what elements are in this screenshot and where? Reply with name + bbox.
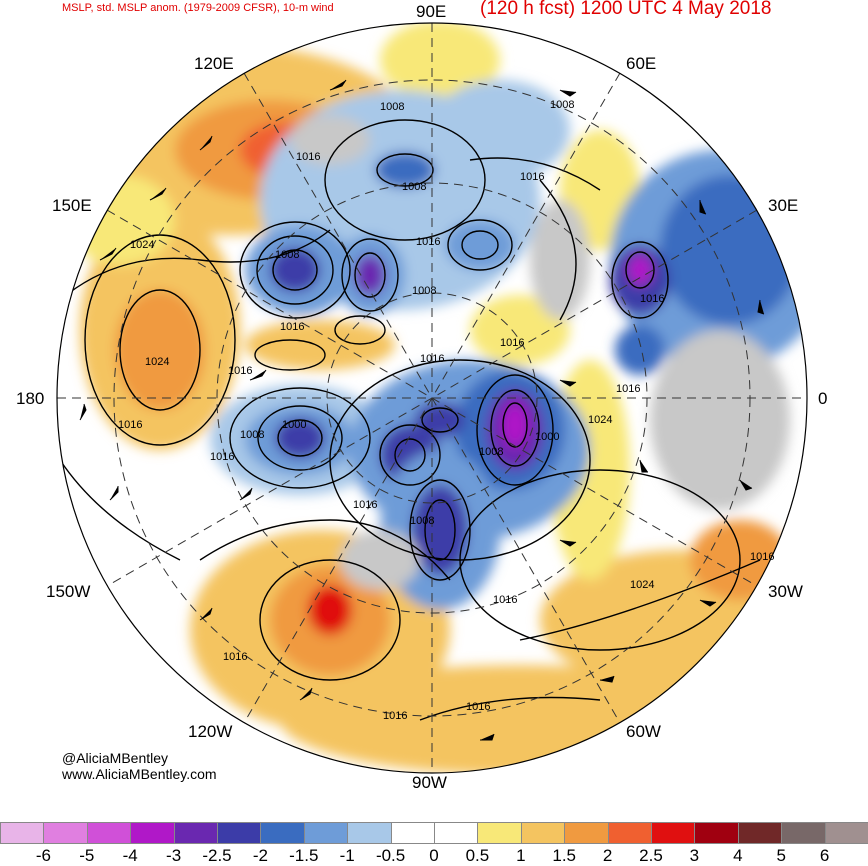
isobar-label: 1024	[630, 579, 654, 591]
isobar-label: 1016	[750, 551, 774, 563]
isobar-label: 1016	[520, 171, 544, 183]
lon-label-60w: 60W	[626, 722, 661, 741]
isobar-label: 1016	[500, 337, 524, 349]
isobar-label: 1008	[412, 285, 436, 297]
isobar-label: 1016	[228, 365, 252, 377]
isobar-label: 1000	[282, 419, 306, 431]
lon-label-90e: 90E	[416, 2, 447, 21]
lon-label-150w: 150W	[46, 582, 91, 601]
isobar-label: 1016	[223, 651, 247, 663]
colorbar-tick-label: 4	[733, 846, 743, 865]
lon-label-180: 180	[16, 389, 45, 408]
colorbar-tick-label: -2	[252, 846, 268, 865]
map-title-left: MSLP, std. MSLP anom. (1979-2009 CFSR), …	[62, 2, 334, 14]
colorbar-tick-label: -0.5	[375, 846, 406, 865]
colorbar-swatch	[43, 822, 88, 844]
isobar-label: 1016	[118, 419, 142, 431]
isobar-label: 1008	[380, 101, 404, 113]
colorbar-tick-label: 0	[429, 846, 439, 865]
colorbar-swatch	[260, 822, 305, 844]
isobar-label: 1016	[383, 710, 407, 722]
lon-label-90w: 90W	[412, 773, 447, 792]
colorbar-tick-label: -1.5	[289, 846, 319, 865]
isobar-label: 1008	[240, 429, 264, 441]
colorbar-tick-label: 2.5	[639, 846, 663, 865]
colorbar-swatch	[86, 822, 132, 844]
lon-label-120w: 120W	[188, 722, 233, 741]
lon-label-30w: 30W	[768, 582, 803, 601]
colorbar	[0, 822, 868, 844]
isobar-label: 1024	[130, 239, 154, 251]
colorbar-swatch	[607, 822, 652, 844]
lon-label-150e: 150E	[52, 196, 92, 215]
map-boundary	[56, 22, 808, 774]
colorbar-swatch	[130, 822, 175, 844]
graticule	[57, 23, 807, 773]
colorbar-swatch	[434, 822, 479, 844]
isobar-labels: 1008 1016 1008 1008 1016 1008 1008 1016 1024 1016…	[118, 99, 774, 722]
colorbar-swatch	[651, 822, 696, 844]
colorbar-tick-label: -4	[122, 846, 138, 865]
isobar-label: 1016	[280, 321, 304, 333]
isobar-label: 1016	[296, 151, 320, 163]
colorbar-tick-label: 6	[819, 846, 830, 865]
colorbar-tick-label: -6	[35, 846, 51, 865]
colorbar-swatch	[173, 822, 218, 844]
colorbar-swatch	[477, 822, 522, 844]
colorbar-swatch	[347, 822, 392, 844]
colorbar-tick-label: 5	[776, 846, 786, 865]
isobar-label: 1016	[466, 701, 490, 713]
isobar-label: 1008	[410, 515, 434, 527]
colorbar-tick-label: -2.5	[202, 846, 232, 865]
colorbar-swatch	[217, 822, 262, 844]
lon-label-0: 0	[818, 389, 828, 408]
colorbar-tick-label: 1	[516, 846, 526, 865]
colorbar-tick-label: -1	[339, 846, 355, 865]
isobar-label: 1016	[493, 594, 517, 606]
isobar-label: 1016	[640, 293, 664, 305]
colorbar-tick-label: 3	[689, 846, 700, 865]
colorbar-swatch	[303, 822, 349, 844]
credit-handle: @AliciaMBentley	[62, 750, 169, 766]
isobar-label: 1024	[145, 356, 169, 368]
wind-barbs	[79, 79, 765, 741]
isobar-label: 1000	[535, 431, 559, 443]
isobars	[59, 119, 761, 721]
colorbar-swatch	[824, 822, 868, 844]
isobar-label: 1008	[550, 99, 574, 111]
map-title-right: (120 h fcst) 1200 UTC 4 May 2018	[480, 0, 772, 19]
isobar-label: 1008	[402, 181, 426, 193]
credit-website: www.AliciaMBentley.com	[62, 766, 217, 782]
lon-label-120e: 120E	[194, 54, 234, 73]
isobar-label: 1016	[420, 353, 444, 365]
colorbar-swatch	[390, 822, 435, 844]
colorbar-swatch	[694, 822, 739, 844]
isobar-label: 1016	[353, 499, 377, 511]
isobar-label: 1024	[588, 414, 612, 426]
isobar-label: 1016	[616, 383, 640, 395]
colorbar-tick-label: 1.5	[552, 846, 576, 865]
colorbar-tick-label: -5	[79, 846, 95, 865]
colorbar-tick-label: 2	[602, 846, 613, 865]
colorbar-swatch	[520, 822, 566, 844]
colorbar-tick-label: -3	[166, 846, 182, 865]
isobar-label: 1008	[479, 446, 503, 458]
colorbar-tick-label: 0.5	[465, 846, 490, 865]
colorbar-swatch	[737, 822, 783, 844]
colorbar-swatch	[564, 822, 609, 844]
lon-label-30e: 30E	[768, 196, 799, 215]
colorbar-swatch	[0, 822, 45, 844]
isobar-label: 1008	[275, 249, 299, 261]
colorbar-swatch	[781, 822, 826, 844]
lon-label-60e: 60E	[626, 54, 657, 73]
isobar-label: 1016	[416, 236, 440, 248]
isobar-label: 1016	[210, 451, 234, 463]
polar-map: 1008 1016 1008 1008 1016 1008 1008 1016 1024 1016…	[56, 22, 808, 774]
anomaly-field	[57, 23, 807, 773]
